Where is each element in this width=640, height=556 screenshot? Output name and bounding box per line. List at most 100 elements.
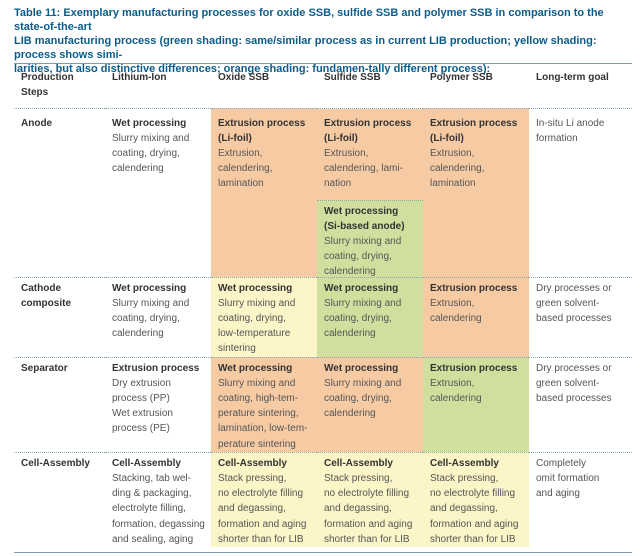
cell-line: based processes (536, 312, 612, 324)
row-label-cathode: Cathode composite (14, 276, 105, 358)
table-row-separator: Separator Extrusion process Dry extrusio… (14, 356, 632, 453)
table-row-anode: Anode Wet processing Slurry mixing and c… (14, 107, 632, 277)
cell-line: ding & packaging, (112, 488, 192, 500)
cell-cell-assembly-polymer: Cell-Assembly Stack pressing, no electro… (423, 451, 529, 548)
cell-line: Slurry mixing and (218, 297, 296, 309)
cell-line: Extrusion, (430, 377, 475, 389)
cell-title: Cell-Assembly (430, 457, 499, 469)
cell-line: formation and aging (218, 518, 307, 530)
process-comparison-table: Production Steps Lithium-Ion Oxide SSB S… (14, 64, 632, 548)
cell-line: based processes (536, 392, 612, 404)
caption-line-2: LIB manufacturing process (green shading… (14, 35, 597, 61)
cell-title: Wet processing (112, 282, 187, 294)
header-row: Production Steps Lithium-Ion Oxide SSB S… (14, 64, 632, 108)
cell-line: lamination (430, 178, 476, 190)
cell-line: coating, drying, (324, 392, 392, 404)
cell-line: calendering (430, 312, 482, 324)
cell-anode-li-ion: Wet processing Slurry mixing and coating… (105, 107, 211, 277)
cell-line: and degassing, (430, 503, 498, 515)
cell-line: coating, high-tem- (218, 392, 299, 404)
table-bottom-rule (14, 552, 632, 553)
cell-line: Wet extrusion (112, 408, 173, 420)
cell-line: Stack pressing, (218, 472, 287, 484)
cell-line: lamination (218, 178, 264, 190)
cell-line: calendering, (430, 163, 485, 175)
cell-line: perature sintering, (218, 408, 299, 420)
cell-line: no electrolyte filling (430, 488, 516, 500)
cell-line: Slurry mixing and (324, 377, 402, 389)
cell-title: Cell-Assembly (218, 457, 287, 469)
header-long-term-goal: Long-term goal (536, 72, 609, 83)
cell-line: Slurry mixing and (218, 377, 296, 389)
cell-line: nation (324, 178, 352, 190)
cell-line: coating, drying, (112, 147, 180, 159)
cell-title: Extrusion process (324, 117, 412, 129)
cell-line: Completely (536, 457, 587, 469)
cell-line: Extrusion, (324, 147, 369, 159)
header-oxide-ssb: Oxide SSB (218, 72, 270, 83)
cell-line: no electrolyte filling (324, 488, 410, 500)
cell-anode-sulfide: Extrusion process (Li-foil) Extrusion, c… (317, 107, 423, 277)
cell-separator-sulfide: Wet processing Slurry mixing and coating… (317, 356, 423, 453)
cell-title: (Li-foil) (430, 132, 464, 144)
cell-line: formation, degassing (112, 518, 205, 530)
cell-line: shorter than for LIB (324, 533, 410, 545)
cell-line: Dry processes or (536, 362, 612, 374)
cell-title: Cell-Assembly (324, 457, 393, 469)
caption-line-3: larities, but also distinctive differenc… (14, 63, 491, 75)
cell-line: calendering, lami- (324, 163, 403, 175)
cell-line: calendering, (218, 163, 273, 175)
cell-title: (Li-foil) (218, 132, 252, 144)
cell-cathode-goal: Dry processes or green solvent- based pr… (529, 276, 632, 358)
cell-anode-sulfide-si: Wet processing (Si-based anode) Slurry m… (317, 199, 423, 277)
header-production-steps: Production Steps (14, 64, 105, 108)
row-label-text: composite (21, 297, 72, 309)
cell-title: Wet processing (324, 362, 399, 374)
cell-line: low-temperature (218, 328, 291, 340)
header-steps-line-1: Production (21, 72, 74, 83)
cell-line: shorter than for LIB (218, 533, 304, 545)
cell-line: no electrolyte filling (218, 488, 304, 500)
cell-line: calendering (324, 328, 376, 340)
cell-line: calendering (112, 163, 164, 175)
cell-anode-goal: In-situ Li anode formation (529, 107, 632, 277)
cell-line: coating, drying, (112, 312, 180, 324)
cell-title: Extrusion process (430, 117, 518, 129)
cell-line: calendering (430, 392, 482, 404)
cell-line: Extrusion, (430, 297, 475, 309)
cell-line: Stacking, tab wel- (112, 472, 191, 484)
cell-cell-assembly-oxide: Cell-Assembly Stack pressing, no electro… (211, 451, 317, 548)
cell-cell-assembly-li-ion: Cell-Assembly Stacking, tab wel- ding & … (105, 451, 211, 548)
cell-line: and aging (536, 488, 580, 500)
cell-line: coating, drying, (324, 251, 392, 263)
header-steps-line-2: Steps (21, 87, 49, 99)
cell-line: Dry extrusion (112, 377, 171, 389)
cell-line: Extrusion, (430, 147, 475, 159)
cell-title: Wet processing (324, 282, 399, 294)
cell-line: and sealing, aging (112, 533, 194, 545)
row-label-text: Cell-Assembly (21, 457, 90, 469)
cell-cell-assembly-goal: Completely omit formation and aging (529, 451, 632, 548)
cell-anode-oxide: Extrusion process (Li-foil) Extrusion, c… (211, 107, 317, 277)
row-label-text: Anode (21, 117, 53, 129)
cell-line: formation and aging (430, 518, 519, 530)
cell-separator-li-ion: Extrusion process Dry extrusion process … (105, 356, 211, 453)
cell-cathode-sulfide: Wet processing Slurry mixing and coating… (317, 276, 423, 358)
cell-cathode-li-ion: Wet processing Slurry mixing and coating… (105, 276, 211, 358)
cell-line: green solvent- (536, 377, 600, 389)
cell-cathode-oxide: Wet processing Slurry mixing and coating… (211, 276, 317, 358)
cell-line: Slurry mixing and (324, 235, 402, 247)
row-label-anode: Anode (14, 107, 105, 277)
cell-line: sintering (218, 343, 256, 355)
cell-separator-polymer: Extrusion process Extrusion, calendering (423, 356, 529, 453)
cell-title: Wet processing (218, 362, 293, 374)
cell-line: process (PE) (112, 423, 170, 435)
cell-title: (Li-foil) (324, 132, 358, 144)
cell-separator-oxide: Wet processing Slurry mixing and coating… (211, 356, 317, 453)
cell-line: coating, drying, (218, 312, 286, 324)
cell-title: Wet processing (324, 205, 399, 217)
cell-line: Stack pressing, (324, 472, 393, 484)
cell-title: Wet processing (218, 282, 293, 294)
cell-line: In-situ Li anode (536, 117, 605, 129)
cell-title: Wet processing (112, 117, 187, 129)
